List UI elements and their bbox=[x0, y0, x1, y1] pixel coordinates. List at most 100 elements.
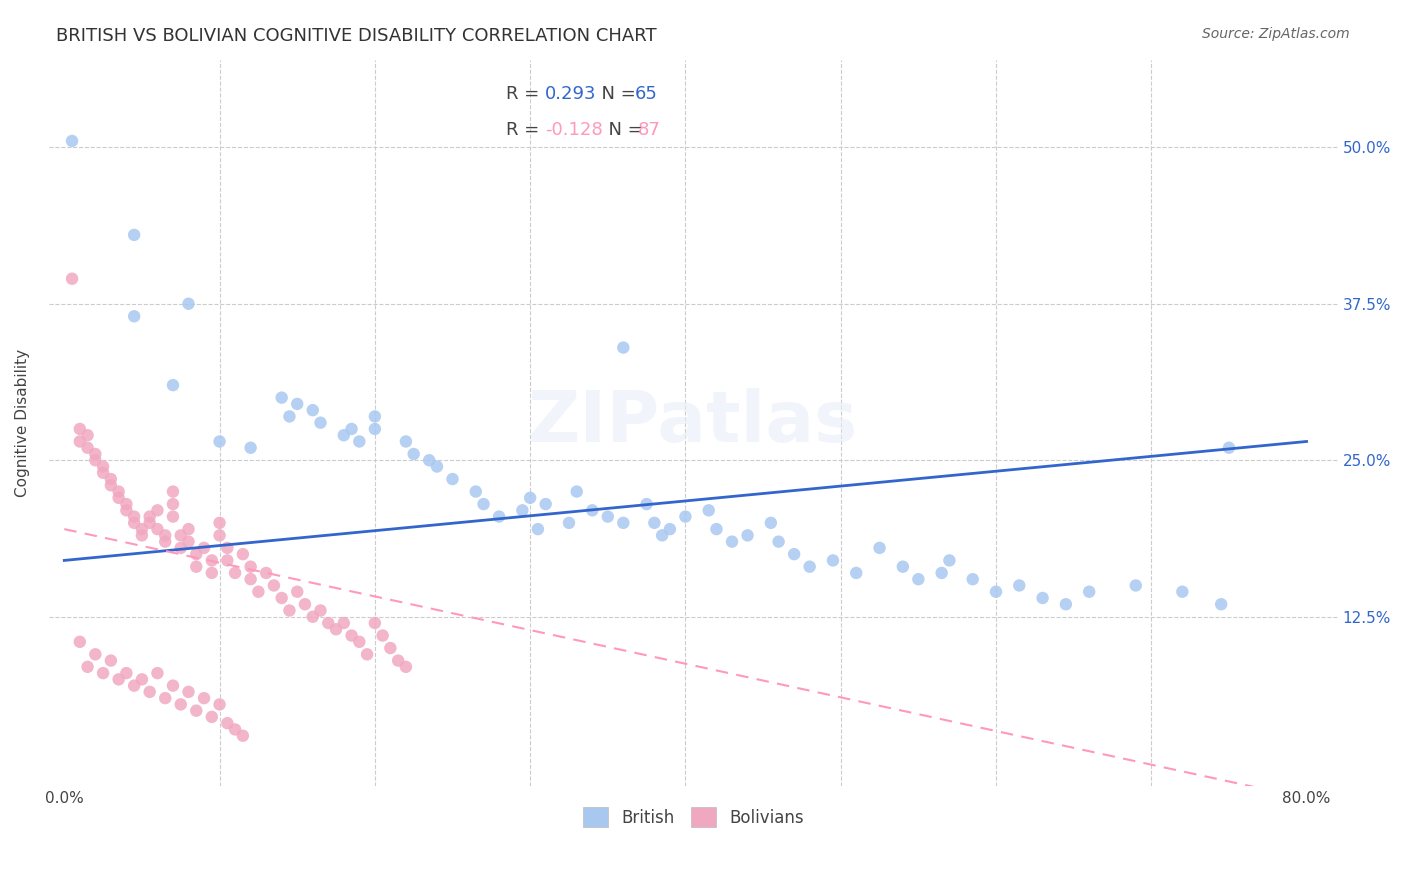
Point bbox=[371, 628, 394, 642]
Point bbox=[217, 716, 239, 731]
Point bbox=[309, 416, 332, 430]
Point bbox=[170, 528, 193, 542]
Point bbox=[706, 522, 728, 536]
Point bbox=[84, 453, 107, 467]
Point bbox=[193, 541, 215, 555]
Point bbox=[263, 578, 285, 592]
Point bbox=[201, 710, 224, 724]
Point bbox=[224, 566, 246, 580]
Point bbox=[155, 528, 177, 542]
Point bbox=[162, 484, 184, 499]
Point bbox=[239, 441, 262, 455]
Y-axis label: Cognitive Disability: Cognitive Disability bbox=[15, 349, 30, 497]
Point bbox=[636, 497, 658, 511]
Point bbox=[115, 503, 138, 517]
Point bbox=[658, 522, 681, 536]
Point bbox=[162, 497, 184, 511]
Point bbox=[845, 566, 868, 580]
Point bbox=[395, 660, 418, 674]
Point bbox=[356, 648, 378, 662]
Text: 0.293: 0.293 bbox=[546, 85, 596, 103]
Text: R =: R = bbox=[506, 121, 546, 139]
Point bbox=[170, 698, 193, 712]
Point bbox=[294, 597, 316, 611]
Point bbox=[146, 522, 169, 536]
Point bbox=[60, 134, 83, 148]
Point bbox=[91, 466, 114, 480]
Point bbox=[737, 528, 759, 542]
Point bbox=[301, 609, 323, 624]
Point bbox=[395, 434, 418, 449]
Point bbox=[247, 584, 270, 599]
Point bbox=[193, 691, 215, 706]
Point bbox=[122, 509, 145, 524]
Point bbox=[426, 459, 449, 474]
Point bbox=[565, 484, 588, 499]
Point bbox=[201, 566, 224, 580]
Point bbox=[232, 729, 254, 743]
Point bbox=[270, 591, 292, 605]
Point bbox=[91, 666, 114, 681]
Point bbox=[441, 472, 464, 486]
Point bbox=[931, 566, 953, 580]
Legend: British, Bolivians: British, Bolivians bbox=[574, 798, 813, 836]
Point bbox=[208, 516, 231, 530]
Point bbox=[76, 660, 98, 674]
Point bbox=[768, 534, 790, 549]
Point bbox=[76, 428, 98, 442]
Point bbox=[364, 422, 387, 436]
Point bbox=[821, 553, 844, 567]
Point bbox=[387, 654, 409, 668]
Point bbox=[138, 509, 160, 524]
Point bbox=[186, 547, 208, 561]
Point bbox=[107, 673, 129, 687]
Point bbox=[285, 397, 308, 411]
Point bbox=[1008, 578, 1031, 592]
Point bbox=[239, 559, 262, 574]
Point bbox=[162, 679, 184, 693]
Point bbox=[208, 434, 231, 449]
Point bbox=[278, 409, 301, 424]
Point bbox=[1032, 591, 1054, 605]
Point bbox=[270, 391, 292, 405]
Point bbox=[759, 516, 782, 530]
Point bbox=[285, 584, 308, 599]
Point bbox=[217, 553, 239, 567]
Point bbox=[984, 584, 1007, 599]
Point bbox=[155, 534, 177, 549]
Text: ZIPatlas: ZIPatlas bbox=[529, 388, 858, 458]
Point bbox=[76, 441, 98, 455]
Point bbox=[278, 603, 301, 617]
Point bbox=[558, 516, 581, 530]
Point bbox=[962, 572, 984, 586]
Point bbox=[131, 673, 153, 687]
Point bbox=[186, 704, 208, 718]
Point bbox=[100, 478, 122, 492]
Point bbox=[131, 528, 153, 542]
Point bbox=[186, 559, 208, 574]
Point bbox=[581, 503, 603, 517]
Point bbox=[115, 497, 138, 511]
Point bbox=[488, 509, 510, 524]
Point bbox=[122, 310, 145, 324]
Point bbox=[155, 691, 177, 706]
Point bbox=[309, 603, 332, 617]
Point bbox=[1125, 578, 1147, 592]
Point bbox=[380, 641, 402, 656]
Point bbox=[84, 648, 107, 662]
Point bbox=[208, 528, 231, 542]
Point bbox=[122, 227, 145, 242]
Point bbox=[340, 628, 363, 642]
Text: -0.128: -0.128 bbox=[546, 121, 603, 139]
Point bbox=[1218, 441, 1240, 455]
Point bbox=[612, 341, 634, 355]
Text: N =: N = bbox=[596, 121, 648, 139]
Point bbox=[177, 685, 200, 699]
Point bbox=[325, 622, 347, 636]
Point bbox=[162, 378, 184, 392]
Point bbox=[146, 666, 169, 681]
Point bbox=[333, 615, 356, 630]
Point bbox=[201, 553, 224, 567]
Point bbox=[349, 635, 371, 649]
Point bbox=[907, 572, 929, 586]
